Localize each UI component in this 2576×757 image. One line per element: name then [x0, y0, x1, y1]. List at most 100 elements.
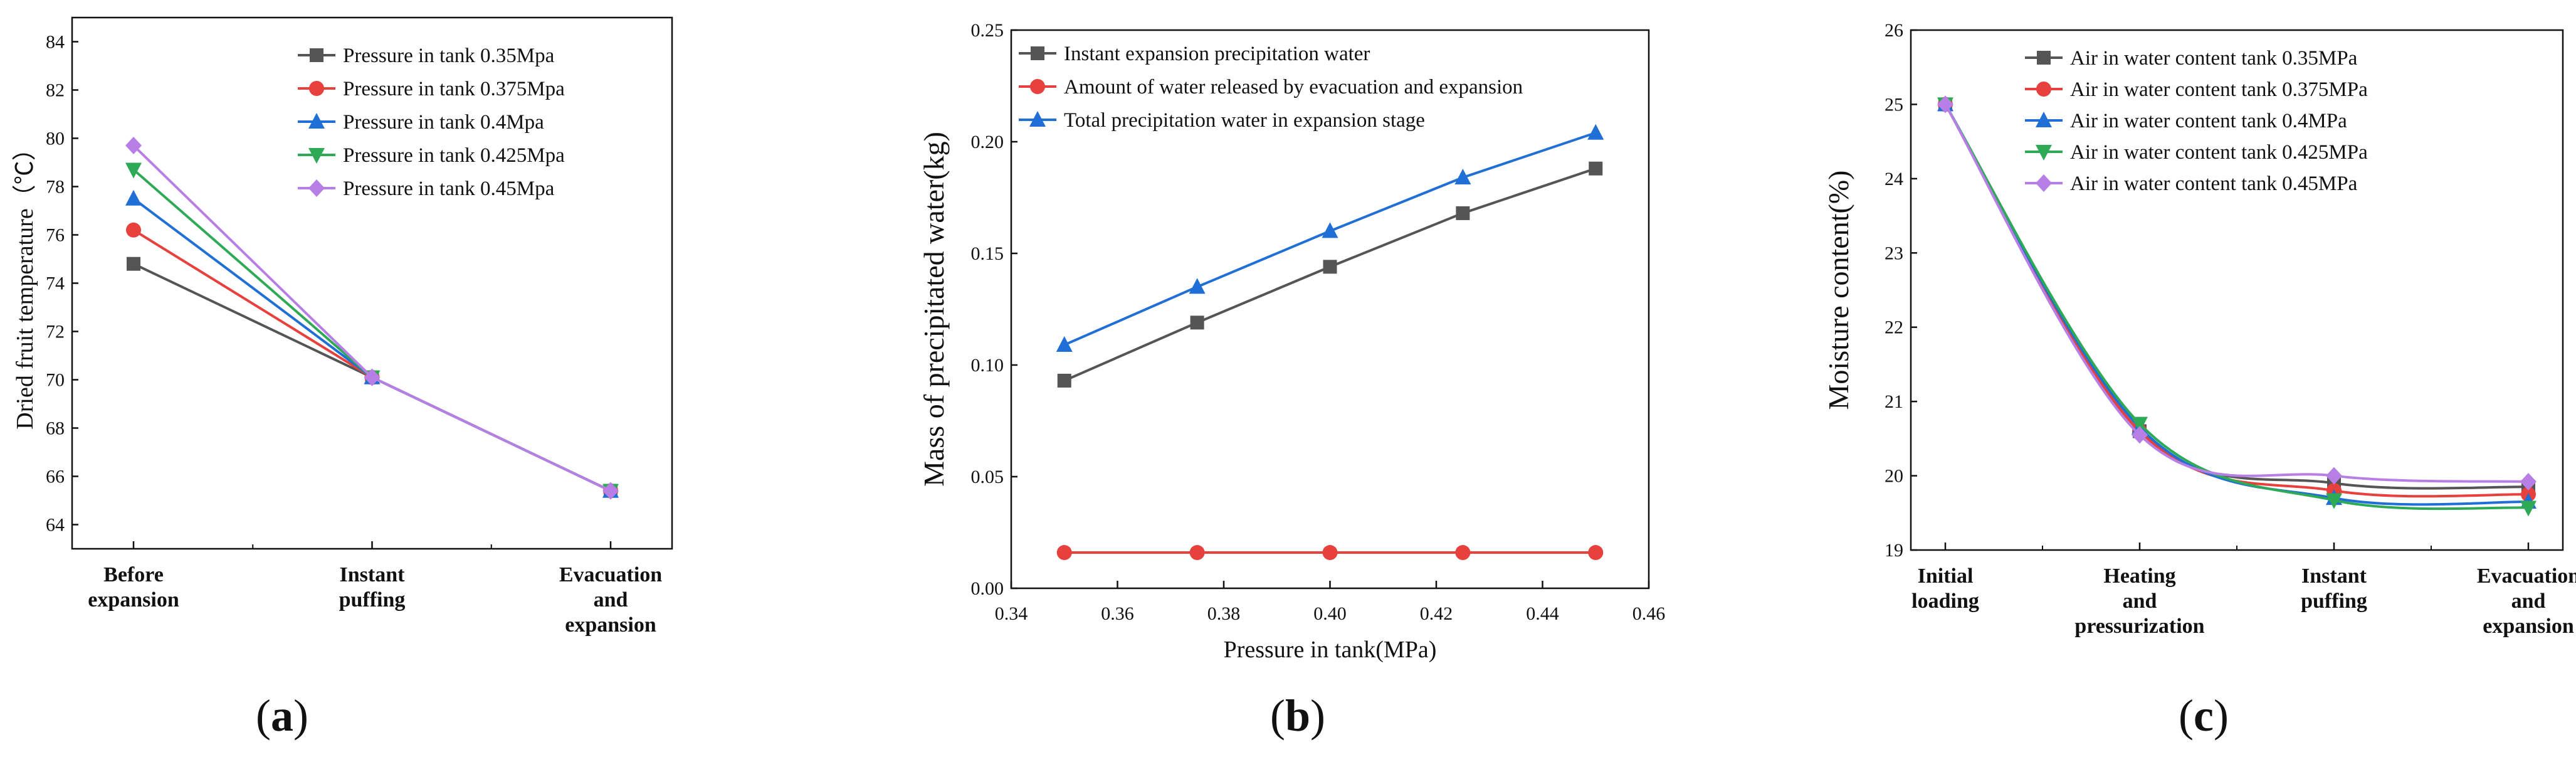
data-point [1056, 545, 1072, 561]
legend-marker [2036, 82, 2051, 97]
data-point [1057, 373, 1071, 388]
y-axis-label: Mass of precipitated water(kg) [918, 132, 950, 487]
data-point [1587, 124, 1604, 140]
x-category-label: expansion [88, 588, 179, 611]
legend-marker [308, 148, 325, 164]
panel-c-moisture-chart: 1920212223242526InitialloadingHeatingand… [1822, 20, 2576, 638]
data-point [1454, 168, 1471, 184]
legend-label: Air in water content tank 0.425MPa [2070, 141, 2368, 164]
data-point [126, 222, 141, 238]
x-tick-label: 0.44 [1526, 603, 1559, 624]
legend-marker [310, 48, 323, 62]
x-category-label: Initial [1918, 564, 1974, 588]
series-line [132, 198, 611, 492]
series-line [1063, 167, 1596, 382]
data-point [1323, 260, 1337, 274]
x-category-label: Instant [340, 563, 406, 586]
legend-marker [2036, 145, 2052, 161]
legend-label: Pressure in tank 0.375Mpa [343, 78, 565, 100]
plot-frame [1910, 29, 2564, 551]
y-tick-label: 0.05 [971, 467, 1004, 487]
panel-b-caption: (b) [1270, 691, 1325, 741]
x-tick-label: 0.38 [1207, 603, 1241, 624]
x-tick-label: 0.34 [995, 603, 1028, 624]
x-tick-label: 0.40 [1313, 603, 1347, 624]
legend-marker [1031, 46, 1044, 60]
legend-label: Amount of water released by evacuation a… [1064, 76, 1523, 98]
y-tick-label: 25 [1885, 94, 1903, 115]
data-point [1455, 545, 1471, 561]
x-category-label: Before [103, 563, 164, 586]
series-line [1944, 103, 2529, 484]
y-tick-label: 0.20 [971, 132, 1004, 152]
x-category-label: puffing [339, 588, 406, 611]
legend-label: Total precipitation water in expansion s… [1064, 109, 1425, 132]
panel-a-temperature-chart: 6466687072747678808284BeforeexpansionIns… [12, 16, 673, 637]
legend-marker [308, 113, 325, 129]
y-tick-label: 82 [46, 80, 65, 101]
y-tick-label: 23 [1885, 243, 1903, 263]
data-point [1056, 336, 1073, 352]
legend-marker [309, 81, 324, 96]
x-axis-label: Pressure in tank(MPa) [1224, 637, 1437, 663]
series-line [1944, 103, 2529, 511]
data-point [2520, 473, 2537, 491]
data-point [1456, 206, 1470, 220]
series-line [132, 169, 611, 492]
legend-marker [2037, 51, 2051, 65]
legend-label: Pressure in tank 0.45Mpa [343, 177, 555, 200]
y-tick-label: 0.25 [971, 20, 1004, 41]
series-line [1944, 103, 2529, 506]
data-point [1588, 545, 1604, 561]
legend-marker [308, 179, 325, 197]
legend-label: Pressure in tank 0.4Mpa [343, 111, 544, 134]
y-tick-label: 76 [46, 225, 65, 246]
y-tick-label: 84 [46, 32, 65, 53]
x-category-label: loading [1911, 590, 1979, 613]
data-point [125, 137, 142, 155]
y-tick-label: 22 [1885, 317, 1903, 338]
data-point [1322, 222, 1338, 238]
x-category-label: pressurization [2074, 615, 2204, 638]
data-point [2520, 500, 2537, 517]
legend-label: Pressure in tank 0.425Mpa [343, 144, 565, 167]
legend-marker [1030, 79, 1045, 94]
x-category-label: and [594, 588, 628, 611]
data-point [1189, 278, 1206, 294]
data-point [1189, 545, 1205, 561]
y-tick-label: 24 [1885, 169, 1903, 189]
panel-b-precipitated-water-chart: 0.00 0.05 0.10 0.15 0.20 0.25 0.34 0.36 0.38 0.40… [918, 20, 1665, 663]
panel-a-caption: (a) [256, 691, 308, 741]
y-tick-label: 78 [46, 177, 65, 198]
data-point [1589, 161, 1603, 176]
data-point [2326, 467, 2342, 485]
x-tick-label: 0.46 [1632, 603, 1666, 624]
y-tick-label: 74 [46, 273, 65, 294]
y-tick-label: 0.00 [971, 578, 1004, 599]
legend-label: Air in water content tank 0.375MPa [2070, 78, 2368, 101]
legend-label: Air in water content tank 0.45MPa [2070, 172, 2358, 195]
x-category-label: expansion [2483, 615, 2574, 638]
data-point [2132, 426, 2148, 444]
data-point [125, 162, 142, 179]
y-tick-label: 20 [1885, 466, 1903, 487]
y-tick-label: 0.15 [971, 243, 1004, 264]
y-tick-label: 0.10 [971, 355, 1004, 376]
x-category-label: and [2123, 590, 2157, 613]
y-axis-label: Moisture content(%) [1822, 171, 1854, 410]
legend-label: Pressure in tank 0.35Mpa [343, 45, 555, 67]
x-category-label: Heating [2103, 564, 2175, 588]
y-axis-label: Dried fruit temperature（℃） [12, 137, 38, 429]
data-point [1322, 545, 1338, 561]
data-point [1190, 315, 1204, 330]
x-category-label: Evacuation [559, 563, 662, 586]
data-point [364, 368, 381, 386]
y-tick-label: 64 [46, 515, 65, 536]
legend-marker [2036, 112, 2052, 127]
x-tick-label: 0.36 [1101, 603, 1134, 624]
x-tick-label: 0.42 [1420, 603, 1453, 624]
legend-marker [2036, 174, 2052, 192]
y-tick-label: 80 [46, 129, 65, 149]
legend-marker [1029, 111, 1046, 127]
